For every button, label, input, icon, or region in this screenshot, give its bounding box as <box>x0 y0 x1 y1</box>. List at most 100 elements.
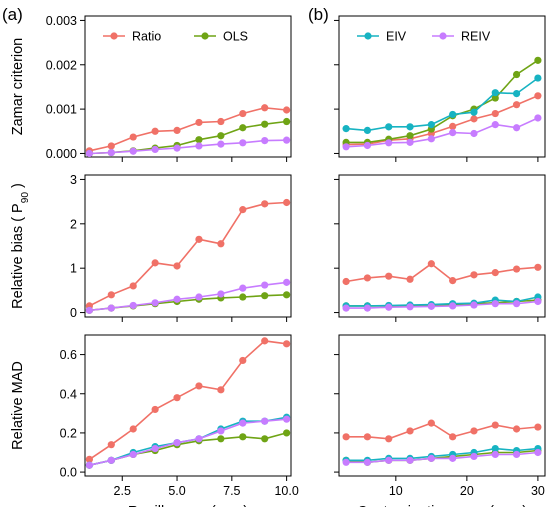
series-ratio <box>85 104 291 155</box>
data-point <box>85 461 93 469</box>
data-point <box>217 427 225 435</box>
data-point <box>151 299 159 307</box>
data-point <box>512 425 521 433</box>
data-point <box>449 110 457 119</box>
series-line <box>346 77 539 132</box>
data-point <box>283 117 291 126</box>
y-tick-label: 0.002 <box>46 58 77 72</box>
y-tick-label: 2 <box>70 217 77 231</box>
y-tick-label: 0 <box>70 306 77 320</box>
data-point <box>406 138 414 146</box>
series-reiv <box>342 448 542 466</box>
data-point <box>151 127 159 135</box>
data-point <box>217 240 225 248</box>
panel-frame <box>84 334 292 477</box>
x-axis-label: Contaminating error ( σ12 ) <box>357 504 527 507</box>
data-point <box>385 435 393 443</box>
data-point <box>239 139 247 147</box>
data-point <box>129 301 137 310</box>
legend-label: REIV <box>461 30 491 44</box>
y-tick-label: 1 <box>70 262 77 276</box>
data-point <box>406 275 414 283</box>
data-point <box>363 458 372 466</box>
data-point <box>217 290 225 298</box>
x-tick-label: 2.5 <box>114 484 131 498</box>
series-line <box>346 300 538 309</box>
data-point <box>427 121 435 129</box>
panel-b3: 10 20 30 Contaminating error ( σ12 ) <box>334 334 546 507</box>
data-point <box>129 425 137 433</box>
data-point <box>342 277 350 286</box>
data-point <box>85 149 93 158</box>
panel-frame <box>338 15 546 158</box>
legend-marker <box>439 32 447 40</box>
series-ratio <box>85 337 291 463</box>
data-point <box>195 142 203 150</box>
data-point <box>363 274 372 282</box>
data-point <box>491 450 499 459</box>
panel-a1: 0.000 0.001 0.002 0.003 Zamar criterion Ratio… <box>10 14 292 162</box>
legend-label: EIV <box>386 30 407 44</box>
data-point <box>261 337 269 345</box>
data-point <box>239 293 247 301</box>
series-line <box>346 422 538 440</box>
data-point <box>261 104 269 112</box>
data-point <box>363 304 372 312</box>
data-point <box>195 435 203 443</box>
data-point <box>261 200 269 208</box>
data-point <box>173 126 181 134</box>
x-tick-label: 20 <box>460 484 474 498</box>
data-point <box>217 140 225 148</box>
data-point <box>512 124 521 132</box>
data-point <box>534 74 542 82</box>
data-point <box>427 454 435 462</box>
data-point <box>385 272 393 280</box>
data-point <box>406 456 414 464</box>
data-point <box>534 423 542 431</box>
data-point <box>491 300 499 308</box>
series-eiv <box>342 74 542 134</box>
legend: EIV REIV <box>357 30 491 44</box>
data-point <box>107 142 115 150</box>
panel-label-b: (b) <box>308 5 329 24</box>
data-point <box>195 136 203 144</box>
x-axis-label: Renilla error ( σ11 ) <box>128 504 248 507</box>
data-point <box>342 304 350 312</box>
data-point <box>342 433 350 441</box>
data-point <box>449 277 457 285</box>
data-point <box>342 458 350 466</box>
panel-frame <box>84 174 292 318</box>
data-point <box>385 123 393 131</box>
series-line <box>89 432 287 466</box>
data-point <box>512 265 521 273</box>
data-point <box>261 281 269 289</box>
data-point <box>534 448 542 457</box>
data-point <box>151 259 159 267</box>
data-point <box>173 439 181 447</box>
y-tick-label: 0.2 <box>60 426 77 440</box>
data-point <box>173 295 181 303</box>
data-point <box>129 450 137 459</box>
data-point <box>107 148 115 157</box>
data-point <box>283 136 291 144</box>
panel-frame <box>338 334 546 477</box>
data-point <box>449 433 457 441</box>
panel-b1: EIV REIV <box>334 15 546 162</box>
data-point <box>217 435 225 443</box>
y-tick-label: 3 <box>70 173 77 187</box>
data-point <box>261 417 269 425</box>
series-reiv <box>85 136 291 158</box>
y-axis-label: Relative MAD <box>10 361 26 450</box>
series-line <box>346 59 539 144</box>
data-point <box>239 433 247 441</box>
data-point <box>385 456 393 464</box>
series-line <box>89 281 287 312</box>
data-point <box>239 284 247 292</box>
data-point <box>239 356 247 365</box>
data-point <box>107 291 115 299</box>
data-point <box>283 106 291 114</box>
series-line <box>89 201 287 307</box>
series-line <box>346 296 539 307</box>
data-point <box>283 415 291 423</box>
